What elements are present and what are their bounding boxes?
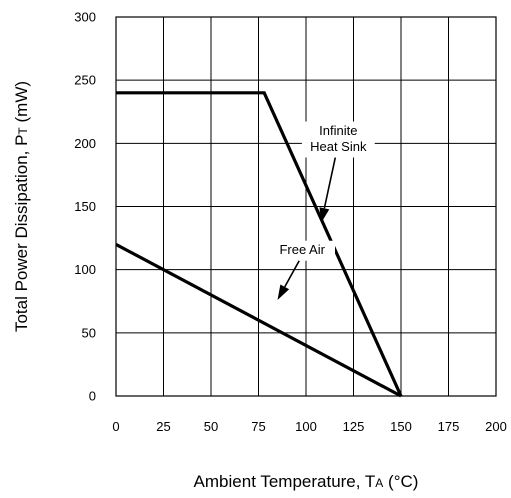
x-axis-title: Ambient Temperature, TA (°C) xyxy=(194,472,419,491)
x-tick-label: 0 xyxy=(112,419,119,434)
series-line-infinite-heat-sink xyxy=(116,91,403,397)
x-tick-label: 50 xyxy=(204,419,218,434)
y-tick-label: 100 xyxy=(74,262,96,277)
y-tick-labels: 0 50 100 150 200 250 300 xyxy=(74,9,96,403)
series-line-free-air xyxy=(115,242,402,398)
plot-frame xyxy=(115,16,497,397)
y-tick-label: 300 xyxy=(74,9,96,24)
x-tick-label: 125 xyxy=(343,419,365,434)
x-tick-label: 100 xyxy=(295,419,317,434)
y-tick-label: 0 xyxy=(89,388,96,403)
annotation-arrow-shaft xyxy=(323,157,337,209)
x-tick-label: 150 xyxy=(390,419,412,434)
annotation-arrowhead xyxy=(319,207,330,223)
y-tick-label: 250 xyxy=(74,73,96,88)
chart-grid xyxy=(115,16,497,397)
annotation-background xyxy=(269,240,335,261)
x-tick-label: 175 xyxy=(438,419,460,434)
annotation-label: Infinite xyxy=(319,123,357,138)
y-axis-title: Total Power Dissipation, PT (mW) xyxy=(12,81,31,332)
x-tick-labels: 0 25 50 75 100 125 150 175 200 xyxy=(112,419,506,434)
y-tick-label: 50 xyxy=(82,325,96,340)
y-tick-label: 200 xyxy=(74,136,96,151)
x-tick-label: 25 xyxy=(156,419,170,434)
annotation-label: Heat Sink xyxy=(310,139,367,154)
x-tick-label: 75 xyxy=(251,419,265,434)
chart-series xyxy=(115,91,403,398)
annotation-label: Free Air xyxy=(279,242,325,257)
annotation-arrowhead xyxy=(277,284,290,300)
x-tick-label: 200 xyxy=(485,419,507,434)
y-tick-label: 150 xyxy=(74,199,96,214)
annotation-arrow-shaft xyxy=(284,260,300,288)
annotation-background xyxy=(301,121,375,158)
